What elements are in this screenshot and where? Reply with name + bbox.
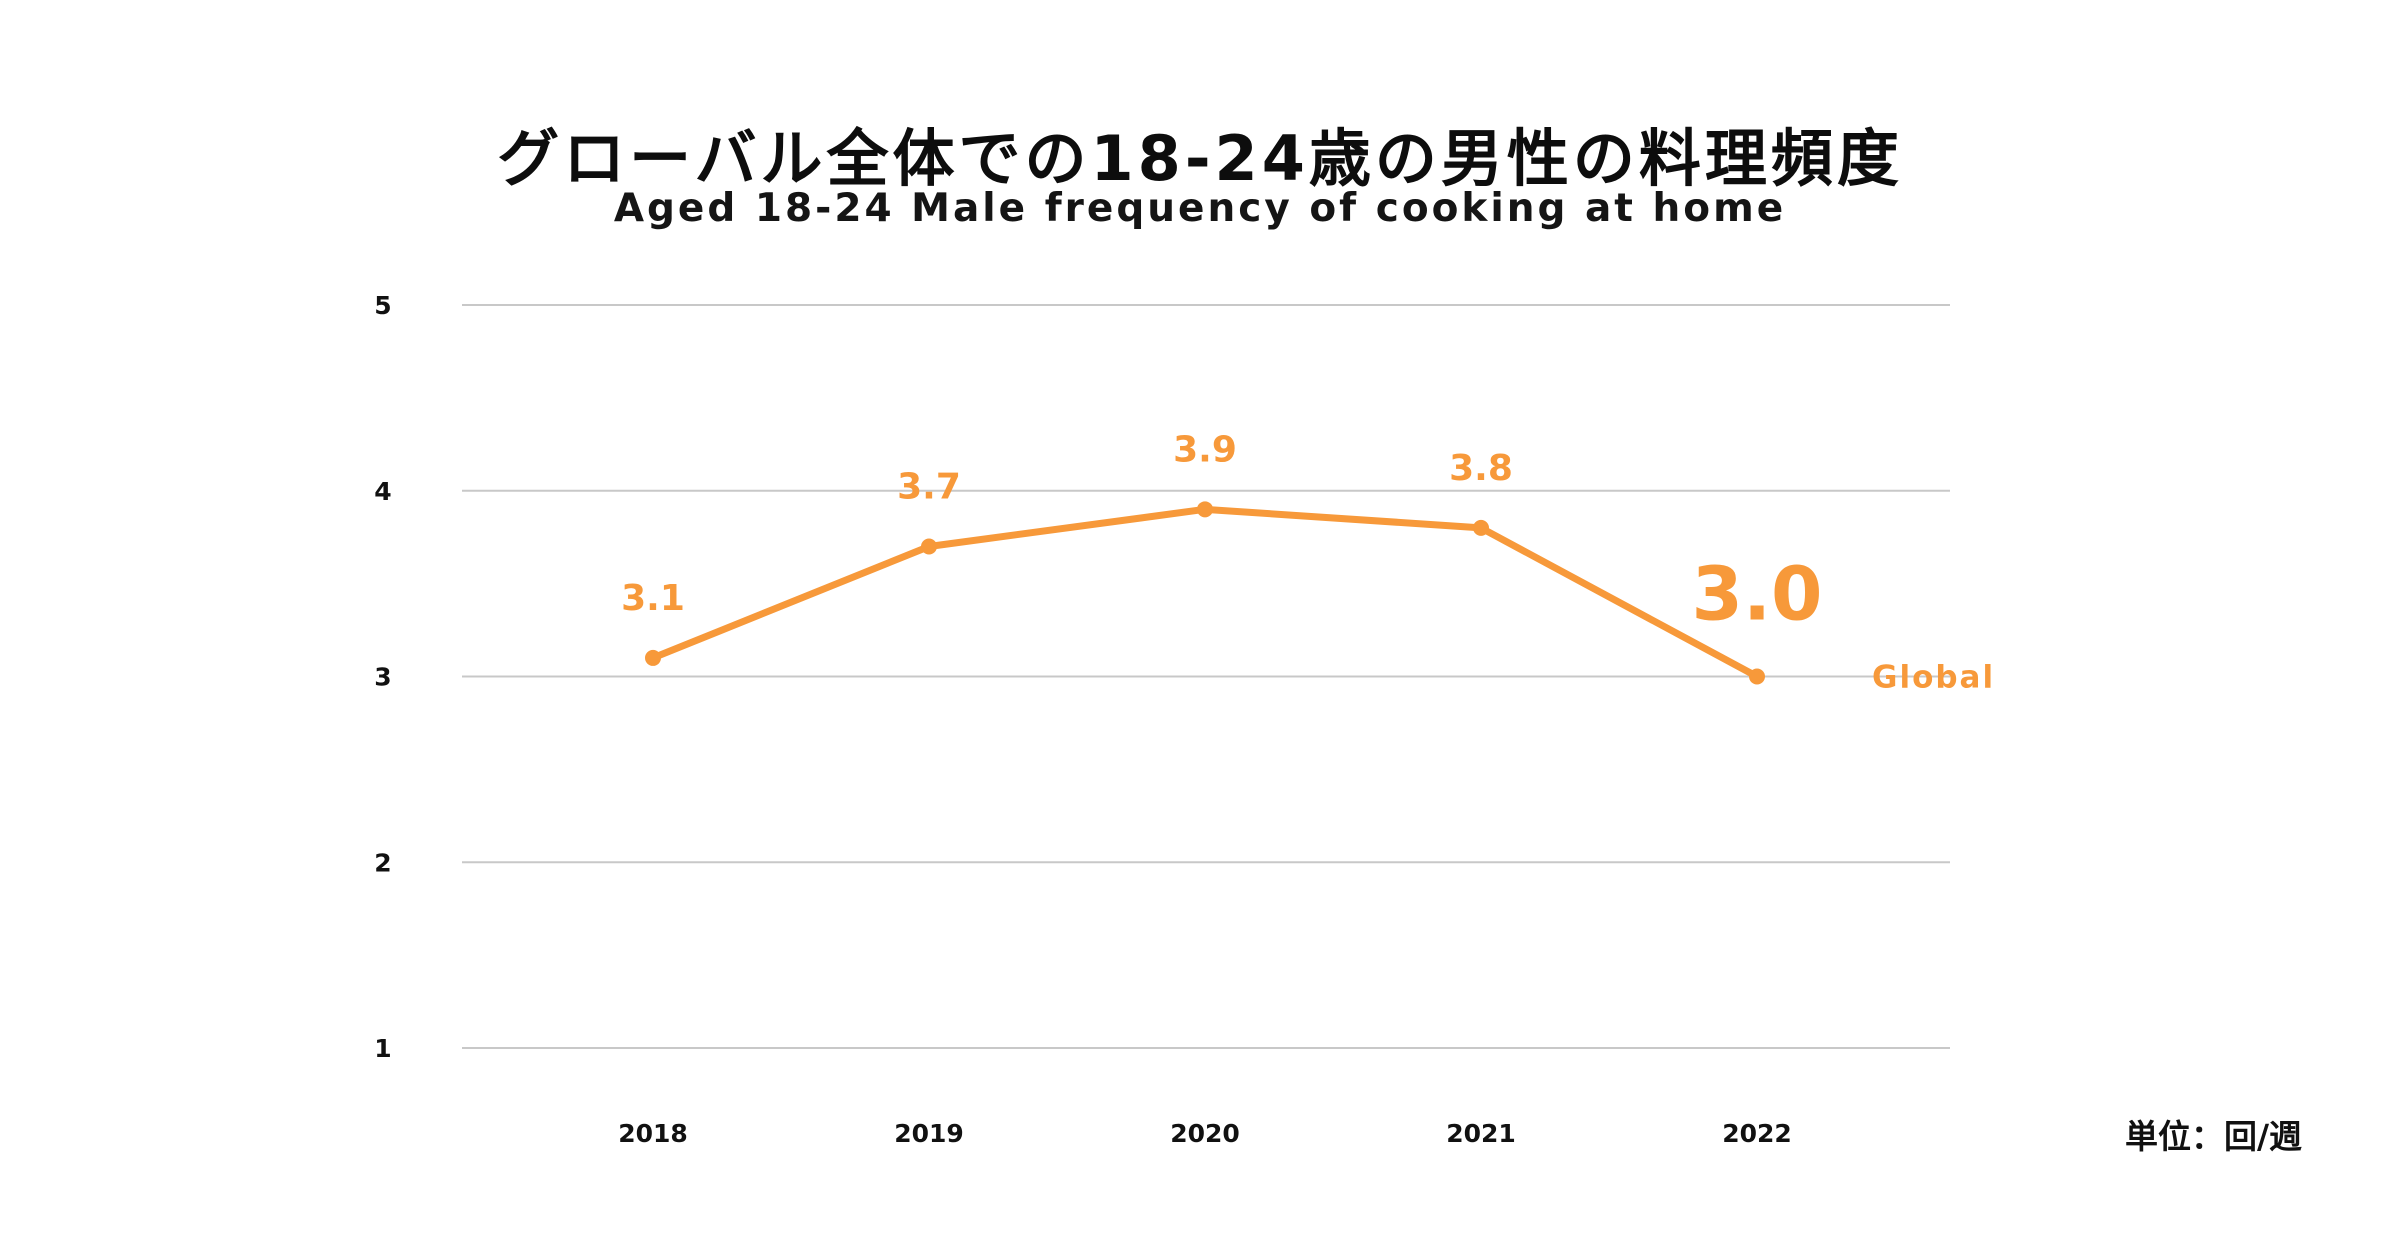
y-axis-ticks: 1 2 3 4 5 [374, 291, 391, 1063]
y-tick-label: 2 [374, 848, 391, 877]
data-point [1197, 501, 1213, 518]
x-axis-ticks: 2018 2019 2020 2021 2022 [618, 1119, 1792, 1148]
data-label: 3.7 [897, 466, 961, 507]
grid-layer [462, 304, 1950, 1049]
y-tick-label: 1 [374, 1034, 391, 1063]
data-label-layer: 3.1 3.7 3.9 3.8 3.0 Global [621, 429, 1995, 696]
y-tick-label: 3 [374, 663, 391, 692]
x-tick-label: 2022 [1722, 1119, 1792, 1148]
y-tick-label: 4 [374, 477, 391, 506]
y-tick-label: 5 [374, 291, 391, 320]
data-point [1473, 519, 1489, 536]
chart-subtitle: Aged 18-24 Male frequency of cooking at … [613, 186, 1787, 231]
chart-title: グローバル全体での18-24歳の男性の料理頻度 [497, 122, 1903, 195]
data-point [921, 538, 937, 555]
x-tick-label: 2020 [1170, 1119, 1240, 1148]
x-tick-label: 2019 [894, 1119, 964, 1148]
data-label-latest: 3.0 [1691, 552, 1822, 638]
data-label: 3.8 [1449, 448, 1513, 489]
data-label: 3.1 [621, 578, 685, 619]
unit-label: 単位：回/週 [2124, 1117, 2302, 1156]
x-tick-label: 2021 [1446, 1119, 1516, 1148]
series-line [649, 505, 1761, 680]
data-point [1749, 668, 1765, 685]
series-layer [645, 501, 1765, 685]
data-point [645, 649, 661, 666]
series-label: Global [1872, 660, 1995, 696]
x-tick-label: 2018 [618, 1119, 688, 1148]
data-label: 3.9 [1173, 429, 1237, 470]
